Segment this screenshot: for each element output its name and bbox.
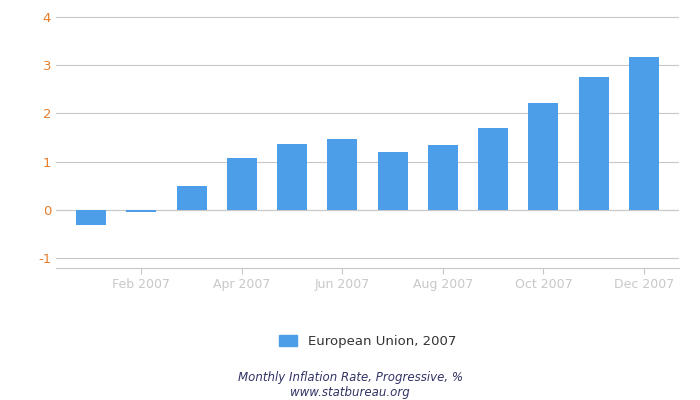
Text: www.statbureau.org: www.statbureau.org (290, 386, 410, 399)
Bar (126, 210, 157, 212)
Bar (328, 139, 358, 210)
Bar (578, 77, 609, 210)
Legend: European Union, 2007: European Union, 2007 (274, 330, 461, 354)
Bar (277, 144, 307, 210)
Bar (428, 145, 458, 210)
Text: Monthly Inflation Rate, Progressive, %: Monthly Inflation Rate, Progressive, % (237, 372, 463, 384)
Bar (629, 57, 659, 210)
Bar (377, 152, 407, 210)
Bar (478, 128, 508, 210)
Bar (528, 103, 559, 210)
Bar (176, 186, 206, 210)
Bar (76, 210, 106, 224)
Bar (227, 158, 257, 210)
